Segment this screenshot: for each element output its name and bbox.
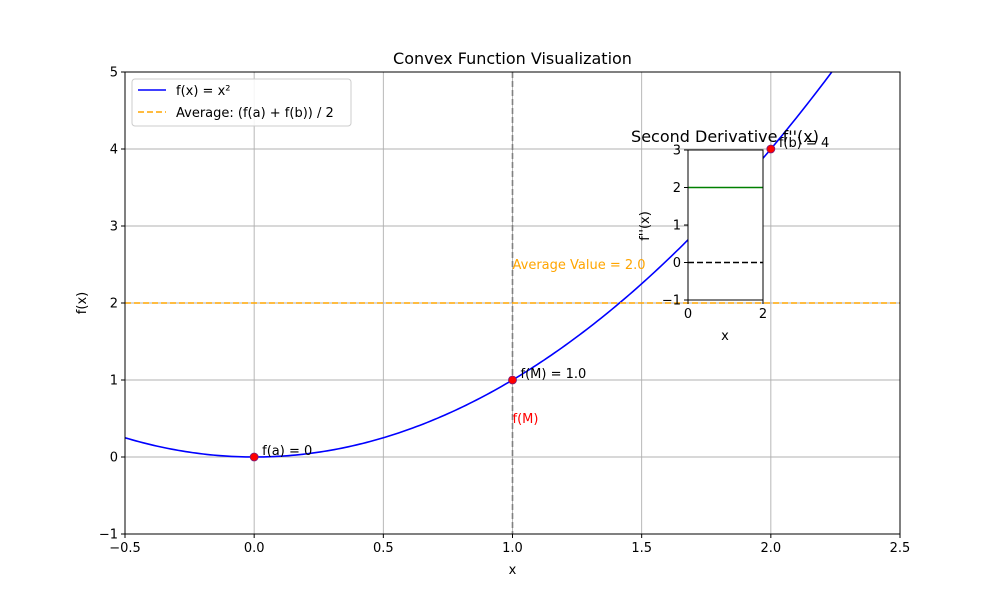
inset-y-tick-label: 3 bbox=[673, 144, 681, 159]
main-x-tick-label: −0.5 bbox=[109, 541, 141, 556]
inset-y-tick-label: −1 bbox=[662, 294, 681, 309]
main-x-tick-label: 2.5 bbox=[890, 541, 911, 556]
annotation-text: f(M) bbox=[513, 412, 539, 427]
legend-frame bbox=[131, 78, 352, 127]
main-x-tick-label: 0.5 bbox=[373, 541, 394, 556]
legend: f(x) = x² Average: (f(a) + f(b)) / 2 bbox=[131, 78, 352, 127]
main-annotations: f(a) = 0 f(M) = 1.0 f(b) = 4 Average Value … bbox=[262, 136, 829, 459]
main-y-tick-label: −1 bbox=[99, 528, 118, 543]
inset-xlabel: x bbox=[721, 329, 729, 344]
main-title: Convex Function Visualization bbox=[393, 49, 632, 68]
main-xlabel: x bbox=[509, 563, 517, 578]
main-y-tick-label: 3 bbox=[110, 220, 118, 235]
inset-y-tick-label: 0 bbox=[673, 256, 681, 271]
main-ylabel: f(x) bbox=[75, 292, 90, 314]
main-x-tick-label: 1.5 bbox=[631, 541, 652, 556]
data-point bbox=[766, 144, 776, 154]
main-x-tick-label: 1.0 bbox=[502, 541, 523, 556]
main-y-tick-label: 5 bbox=[110, 66, 118, 81]
main-y-tick-label: 4 bbox=[110, 143, 118, 158]
inset-x-tick-label: 2 bbox=[759, 307, 767, 322]
inset-background bbox=[688, 150, 763, 300]
inset-plot-area bbox=[688, 150, 763, 300]
annotation-text: Average Value = 2.0 bbox=[513, 258, 646, 273]
legend-label-average: Average: (f(a) + f(b)) / 2 bbox=[176, 106, 334, 121]
legend-label-function: f(x) = x² bbox=[176, 84, 230, 99]
data-point-label: f(a) = 0 bbox=[262, 444, 312, 459]
main-x-tick-label: 0.0 bbox=[244, 541, 265, 556]
main-y-tick-label: 0 bbox=[110, 451, 118, 466]
inset-ylabel: f''(x) bbox=[638, 211, 653, 241]
data-point bbox=[249, 452, 259, 462]
inset-x-tick-label: 0 bbox=[684, 307, 692, 322]
main-y-tick-label: 2 bbox=[110, 297, 118, 312]
data-point bbox=[508, 375, 517, 385]
main-y-tick-label: 1 bbox=[110, 374, 118, 389]
inset-title: Second Derivative f''(x) bbox=[631, 127, 819, 146]
data-point-label: f(b) = 4 bbox=[779, 136, 829, 151]
main-x-tick-label: 2.0 bbox=[760, 541, 781, 556]
inset-y-tick-label: 2 bbox=[673, 181, 681, 196]
inset-y-tick-label: 1 bbox=[673, 219, 681, 234]
data-point-label: f(M) = 1.0 bbox=[521, 367, 587, 382]
